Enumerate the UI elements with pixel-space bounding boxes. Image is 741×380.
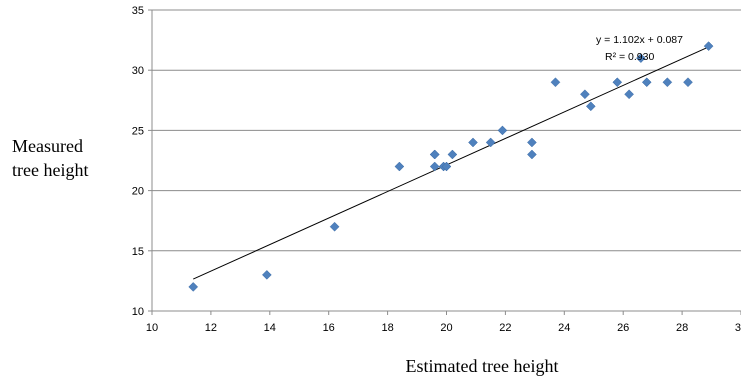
data-point	[497, 125, 508, 136]
data-point	[429, 149, 440, 160]
data-point	[636, 53, 646, 64]
x-tick-labels: 10 12 14 16 18 20 22 24 26 28 30	[146, 322, 741, 334]
data-point	[447, 149, 458, 160]
x-tick-label: 22	[499, 322, 511, 334]
gridlines	[152, 9, 741, 252]
data-point	[580, 89, 590, 100]
data-point	[683, 77, 693, 88]
x-tick-label: 28	[676, 322, 688, 334]
data-point	[262, 270, 272, 280]
trendline-r2: R² = 0.930	[605, 51, 654, 63]
data-point	[612, 77, 623, 88]
data-point	[527, 149, 537, 160]
y-tick-label: 35	[132, 5, 144, 17]
y-tick-labels: 10 15 20 25 30 35	[132, 5, 144, 318]
data-point	[585, 101, 596, 112]
x-tick-label: 24	[558, 322, 570, 334]
data-point	[468, 137, 478, 148]
data-point	[550, 77, 561, 88]
data-point	[394, 161, 405, 172]
trendline-equation: y = 1.102x + 0.087	[596, 34, 683, 46]
y-tick-label: 30	[132, 65, 144, 77]
y-axis-title-line2: tree height	[12, 160, 88, 180]
x-tick-label: 10	[146, 322, 158, 334]
data-points	[188, 41, 714, 292]
x-tick-label: 14	[264, 322, 276, 334]
data-point	[441, 161, 452, 172]
y-tick-label: 20	[132, 186, 144, 198]
data-point	[527, 137, 537, 148]
data-point	[662, 77, 673, 88]
data-point	[703, 41, 714, 51]
axes	[148, 9, 741, 315]
data-point	[624, 89, 634, 100]
data-point	[485, 137, 496, 148]
data-point	[429, 161, 440, 172]
x-axis-title: Estimated tree height	[406, 356, 559, 376]
data-point	[641, 77, 652, 88]
y-tick-label: 25	[132, 125, 144, 137]
trendline-group	[193, 46, 709, 280]
x-tick-label: 12	[205, 322, 217, 334]
x-tick-label: 20	[440, 322, 452, 334]
x-tick-label: 16	[323, 322, 335, 334]
data-point	[188, 282, 199, 292]
y-axis-title-line1: Measured	[12, 136, 83, 156]
trendline	[193, 46, 709, 280]
y-tick-label: 10	[132, 306, 144, 318]
data-point	[329, 221, 340, 232]
x-tick-label: 30	[735, 322, 741, 334]
x-tick-label: 18	[381, 322, 393, 334]
x-tick-label: 26	[617, 322, 629, 334]
y-tick-label: 15	[132, 246, 144, 258]
